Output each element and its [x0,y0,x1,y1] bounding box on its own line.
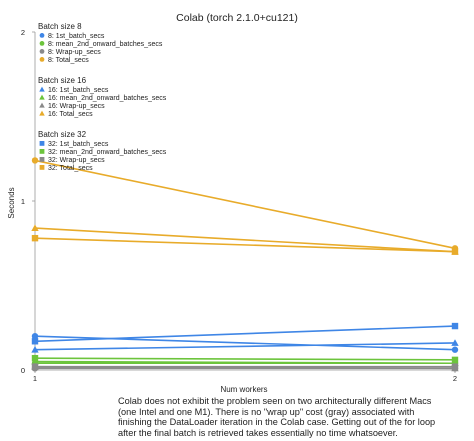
caption: Colab does not exhibit the problem seen … [118,396,468,438]
data-point [451,363,459,370]
data-point [31,354,39,362]
series-line [34,360,456,365]
series-line [34,357,456,361]
series-line [34,325,456,343]
caption-line: after the final batch is retrieved takes… [118,427,398,438]
legend-group-title: Batch size 8 [38,22,82,31]
legend-marker [39,165,45,170]
data-point [31,224,39,231]
data-point [451,346,459,353]
legend-entry: 32: Wrap-up_secs [48,157,105,164]
series-line [34,159,456,250]
series-line [34,342,456,351]
y-tick-label: 1 [21,197,25,206]
y-axis-label: Seconds [7,187,16,218]
legend-marker [39,149,45,154]
data-point [31,157,39,164]
data-point [451,322,459,330]
legend-marker [39,57,45,62]
legend-marker [39,86,45,92]
legend-marker [39,94,45,100]
legend-entry: 16: Total_secs [48,111,93,118]
series-line [34,227,456,253]
legend-marker [39,102,45,108]
data-point [31,338,39,345]
data-point [451,356,459,364]
legend-group-title: Batch size 32 [38,130,87,139]
legend-marker [39,33,45,38]
caption-line: (one Intel and one M1). There is no "wra… [118,406,415,417]
legend-entry: 32: 1st_batch_secs [48,141,109,148]
chart-title: Colab (torch 2.1.0+cu121) [176,12,298,24]
caption-line: Colab does not exhibit the problem seen … [118,396,432,406]
y-tick-label: 0 [21,366,25,375]
caption-line: finishing the DataLoader iteration in th… [118,417,436,428]
legend-marker [39,110,45,116]
legend-entry: 8: Wrap-up_secs [48,49,101,56]
series-lines [34,159,456,370]
legend-marker [39,141,45,146]
legend-group-title: Batch size 16 [38,76,87,85]
legend-entry: 8: 1st_batch_secs [48,33,105,40]
data-point [31,234,39,242]
data-point [451,248,459,255]
legend-entry: 32: Total_secs [48,165,93,172]
legend-entry: 8: mean_2nd_onward_batches_secs [48,41,163,48]
legend-entry: 16: Wrap-up_secs [48,103,105,110]
legend-entry: 8: Total_secs [48,57,89,64]
x-axis-label: Num workers [220,385,267,394]
x-tick-label: 1 [33,374,37,383]
legend-entry: 16: mean_2nd_onward_batches_secs [48,95,167,102]
x-tick-label: 2 [453,374,457,383]
legend-entry: 32: mean_2nd_onward_batches_secs [48,149,167,156]
legend-marker [39,49,45,54]
data-point [31,346,39,353]
legend-entry: 16: 1st_batch_secs [48,87,109,94]
data-point [451,339,459,346]
data-point [31,363,39,370]
series-points [31,157,459,372]
legend-marker [39,157,45,162]
legend-marker [39,41,45,46]
series-line [34,237,456,253]
data-point [31,333,39,340]
y-tick-label: 2 [21,28,25,37]
